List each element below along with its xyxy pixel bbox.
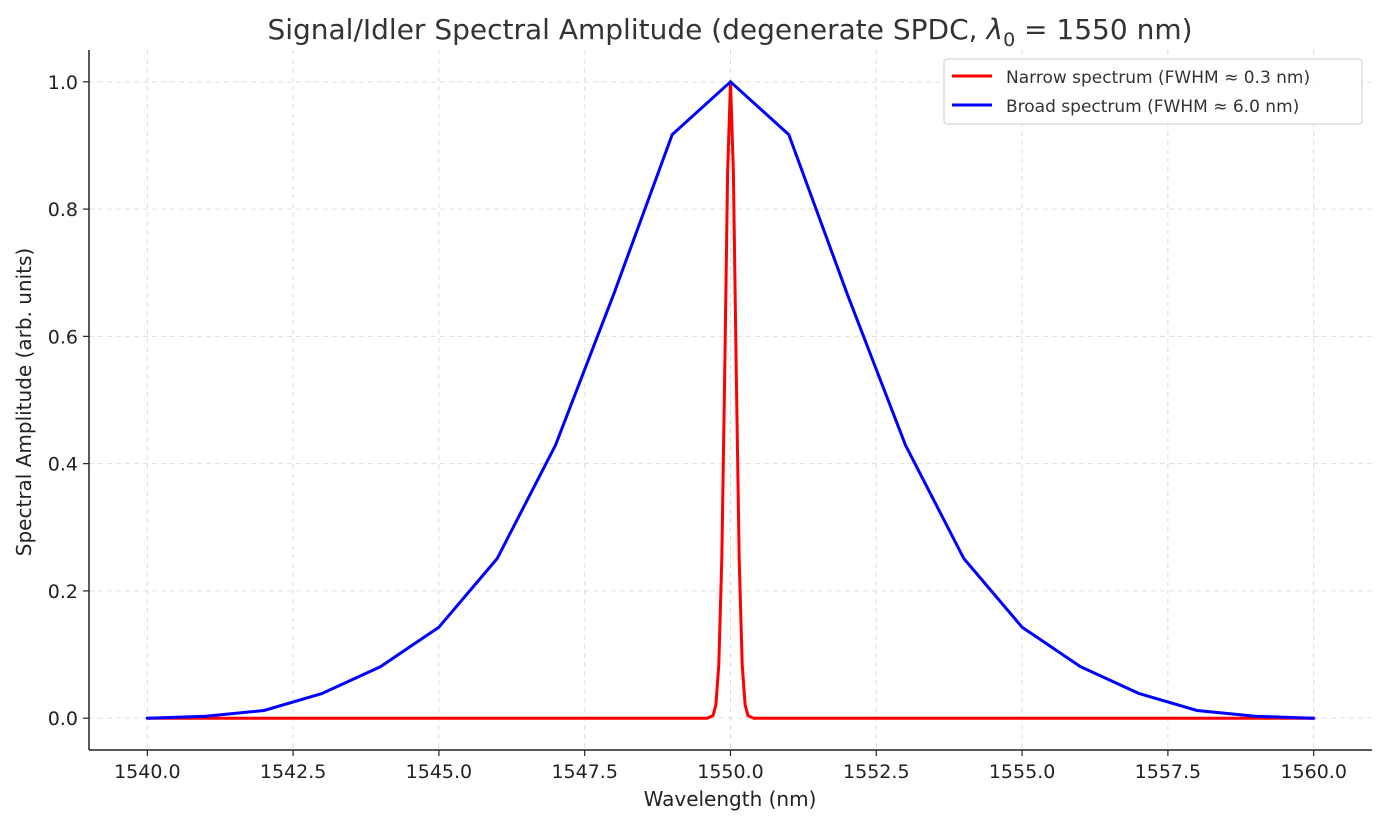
legend: Narrow spectrum (FWHM ≈ 0.3 nm) Broad sp… — [943, 58, 1363, 125]
y-tick-label: 0.4 — [48, 454, 78, 476]
plot-series — [145, 80, 1316, 720]
x-tick-label: 1555.0 — [989, 761, 1055, 783]
broad-spectrum-line — [145, 80, 1316, 720]
y-tick-label: 0.0 — [48, 708, 78, 730]
x-tick-label: 1557.5 — [1135, 761, 1201, 783]
y-tick-label: 0.2 — [48, 581, 78, 603]
x-tick-label: 1547.5 — [551, 761, 617, 783]
x-tick-label: 1542.5 — [260, 761, 326, 783]
x-tick-label: 1545.0 — [406, 761, 472, 783]
y-tick-label: 1.0 — [48, 72, 78, 94]
x-axis-title: Wavelength (nm) — [644, 787, 817, 811]
legend-label-broad: Broad spectrum (FWHM ≈ 6.0 nm) — [1006, 97, 1299, 117]
x-tick-label: 1552.5 — [843, 761, 909, 783]
chart-title: Signal/Idler Spectral Amplitude (degener… — [267, 13, 1192, 51]
legend-label-narrow: Narrow spectrum (FWHM ≈ 0.3 nm) — [1006, 68, 1310, 88]
y-tick-label: 0.8 — [48, 199, 78, 221]
x-tick-label: 1540.0 — [114, 761, 180, 783]
legend-box — [943, 58, 1363, 125]
x-tick-label: 1550.0 — [697, 761, 763, 783]
ticks: 1540.0 1542.5 1545.0 1547.5 1550.0 1552.5 1555… — [48, 72, 1347, 783]
x-tick-label: 1560.0 — [1280, 761, 1346, 783]
y-axis-title: Spectral Amplitude (arb. units) — [12, 248, 36, 556]
y-tick-label: 0.6 — [48, 326, 78, 348]
grid — [89, 50, 1372, 750]
